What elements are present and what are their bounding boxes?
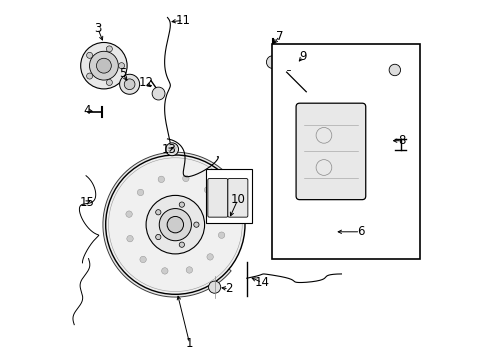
- Text: 7: 7: [276, 30, 283, 42]
- Circle shape: [152, 87, 165, 100]
- Bar: [272, 44, 420, 258]
- Circle shape: [186, 267, 193, 273]
- Circle shape: [120, 74, 140, 94]
- Circle shape: [126, 211, 132, 217]
- Circle shape: [166, 143, 178, 156]
- Polygon shape: [103, 152, 231, 297]
- FancyBboxPatch shape: [296, 103, 366, 200]
- FancyBboxPatch shape: [208, 179, 228, 217]
- Circle shape: [162, 268, 168, 274]
- Circle shape: [167, 216, 184, 233]
- Circle shape: [81, 42, 127, 89]
- Circle shape: [87, 52, 93, 58]
- Circle shape: [204, 186, 211, 193]
- Text: 11: 11: [176, 14, 191, 27]
- Text: 5: 5: [119, 67, 126, 80]
- Circle shape: [159, 208, 192, 241]
- Text: 3: 3: [94, 22, 101, 35]
- Circle shape: [156, 210, 161, 215]
- Circle shape: [146, 195, 205, 254]
- Text: 6: 6: [357, 225, 364, 238]
- Text: 8: 8: [398, 134, 406, 147]
- Circle shape: [389, 64, 400, 76]
- Circle shape: [267, 56, 279, 68]
- Circle shape: [207, 254, 213, 260]
- Circle shape: [106, 155, 245, 294]
- Circle shape: [140, 256, 147, 263]
- Text: 10: 10: [230, 193, 245, 206]
- Circle shape: [124, 79, 135, 90]
- Text: 2: 2: [225, 283, 233, 296]
- Text: 9: 9: [299, 50, 307, 63]
- Circle shape: [219, 232, 225, 238]
- Text: 14: 14: [255, 276, 270, 289]
- Text: 13: 13: [162, 143, 177, 156]
- Circle shape: [137, 189, 144, 195]
- Circle shape: [183, 175, 189, 181]
- Bar: [206, 169, 252, 223]
- Circle shape: [87, 73, 93, 79]
- Circle shape: [158, 176, 165, 183]
- Circle shape: [119, 63, 124, 69]
- Circle shape: [218, 207, 224, 214]
- Circle shape: [106, 80, 112, 85]
- Circle shape: [179, 202, 184, 207]
- Circle shape: [209, 281, 221, 293]
- Text: 1: 1: [186, 337, 194, 350]
- Text: 4: 4: [83, 104, 91, 117]
- Circle shape: [156, 234, 161, 240]
- Text: 15: 15: [80, 195, 95, 209]
- Circle shape: [179, 242, 184, 247]
- FancyBboxPatch shape: [228, 179, 248, 217]
- Circle shape: [127, 235, 133, 242]
- Circle shape: [97, 58, 111, 73]
- Text: 12: 12: [138, 76, 153, 89]
- Circle shape: [106, 46, 112, 52]
- Circle shape: [90, 51, 118, 80]
- Circle shape: [194, 222, 199, 227]
